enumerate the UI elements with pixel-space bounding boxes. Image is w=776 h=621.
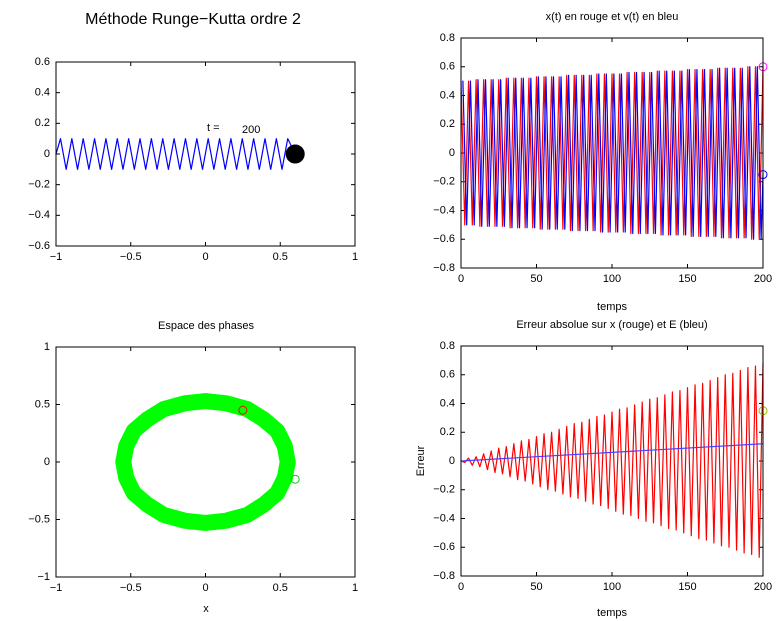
- axes-frame: [56, 347, 355, 577]
- y-tick-label: 0: [449, 455, 455, 467]
- y-tick-label: 0.4: [440, 397, 455, 409]
- axes-box: [55, 61, 356, 247]
- x-tick-label: −0.5: [120, 582, 142, 594]
- time-value: 200: [242, 124, 260, 136]
- data-line: [460, 362, 764, 558]
- x-tick-label: 200: [754, 581, 772, 593]
- y-tick-label: 0: [44, 456, 50, 468]
- axes-box: [55, 346, 356, 578]
- data-line: [462, 66, 764, 240]
- axes-box: [460, 37, 764, 269]
- data-line: [55, 138, 296, 170]
- data-line: [460, 66, 764, 240]
- x-tick-label: 0: [202, 251, 208, 263]
- y-tick-label: −0.8: [433, 570, 455, 582]
- chart-title: Méthode Runge−Kutta ordre 2: [85, 11, 301, 28]
- y-tick-label: −0.8: [433, 262, 455, 274]
- x-tick-label: 200: [754, 273, 772, 285]
- axes-box: [460, 345, 764, 577]
- y-tick-label: 0.4: [440, 89, 455, 101]
- x-tick-label: 150: [678, 273, 696, 285]
- x-tick-label: 0.5: [273, 582, 288, 594]
- data-line: [115, 393, 296, 531]
- y-tick-label: −0.6: [433, 541, 455, 553]
- chart-title: Espace des phases: [158, 320, 255, 332]
- time-label: t =: [207, 122, 220, 134]
- y-tick-label: 0.2: [35, 117, 50, 129]
- y-tick-label: 0.8: [440, 32, 455, 44]
- x-axis-label: temps: [597, 607, 627, 619]
- x-tick-label: −1: [50, 582, 63, 594]
- y-tick-label: −0.4: [433, 512, 455, 524]
- y-tick-label: −0.6: [28, 240, 50, 252]
- x-axis-label: x: [203, 603, 209, 615]
- x-tick-label: 0.5: [273, 251, 288, 263]
- chart-title: Erreur absolue sur x (rouge) et E (bleu): [516, 319, 707, 331]
- y-tick-label: 0.6: [440, 369, 455, 381]
- y-tick-label: 0.2: [440, 426, 455, 438]
- chart-title: x(t) en rouge et v(t) en bleu: [546, 11, 679, 23]
- y-tick-label: −0.5: [28, 513, 50, 525]
- x-axis-label: temps: [597, 301, 627, 313]
- y-tick-label: 0.6: [35, 56, 50, 68]
- x-tick-label: −1: [50, 251, 63, 263]
- y-tick-label: 0: [44, 148, 50, 160]
- y-tick-label: −0.2: [433, 484, 455, 496]
- marker: [285, 144, 305, 164]
- x-tick-label: 1: [352, 251, 358, 263]
- x-tick-label: 150: [678, 581, 696, 593]
- x-tick-label: 0: [458, 581, 464, 593]
- y-tick-label: 0: [449, 147, 455, 159]
- x-tick-label: 50: [530, 581, 542, 593]
- x-tick-label: 50: [530, 273, 542, 285]
- y-tick-label: 0.8: [440, 340, 455, 352]
- y-tick-label: 0.4: [35, 87, 50, 99]
- y-axis-label: Erreur: [415, 445, 427, 476]
- x-tick-label: 1: [352, 582, 358, 594]
- y-tick-label: −0.4: [28, 209, 50, 221]
- x-tick-label: 100: [603, 273, 621, 285]
- y-tick-label: −0.2: [433, 176, 455, 188]
- y-tick-label: 0.2: [440, 118, 455, 130]
- y-tick-label: 0.5: [35, 398, 50, 410]
- data-line: [460, 443, 764, 462]
- y-tick-label: 0.6: [440, 61, 455, 73]
- y-tick-label: 1: [44, 341, 50, 353]
- x-tick-label: −0.5: [120, 251, 142, 263]
- y-tick-label: −0.6: [433, 233, 455, 245]
- x-tick-label: 100: [603, 581, 621, 593]
- y-tick-label: −0.4: [433, 204, 455, 216]
- x-tick-label: 0: [202, 582, 208, 594]
- marker: [290, 474, 300, 484]
- x-tick-label: 0: [458, 273, 464, 285]
- marker: [238, 405, 248, 415]
- y-tick-label: −0.2: [28, 179, 50, 191]
- y-tick-label: −1: [37, 571, 50, 583]
